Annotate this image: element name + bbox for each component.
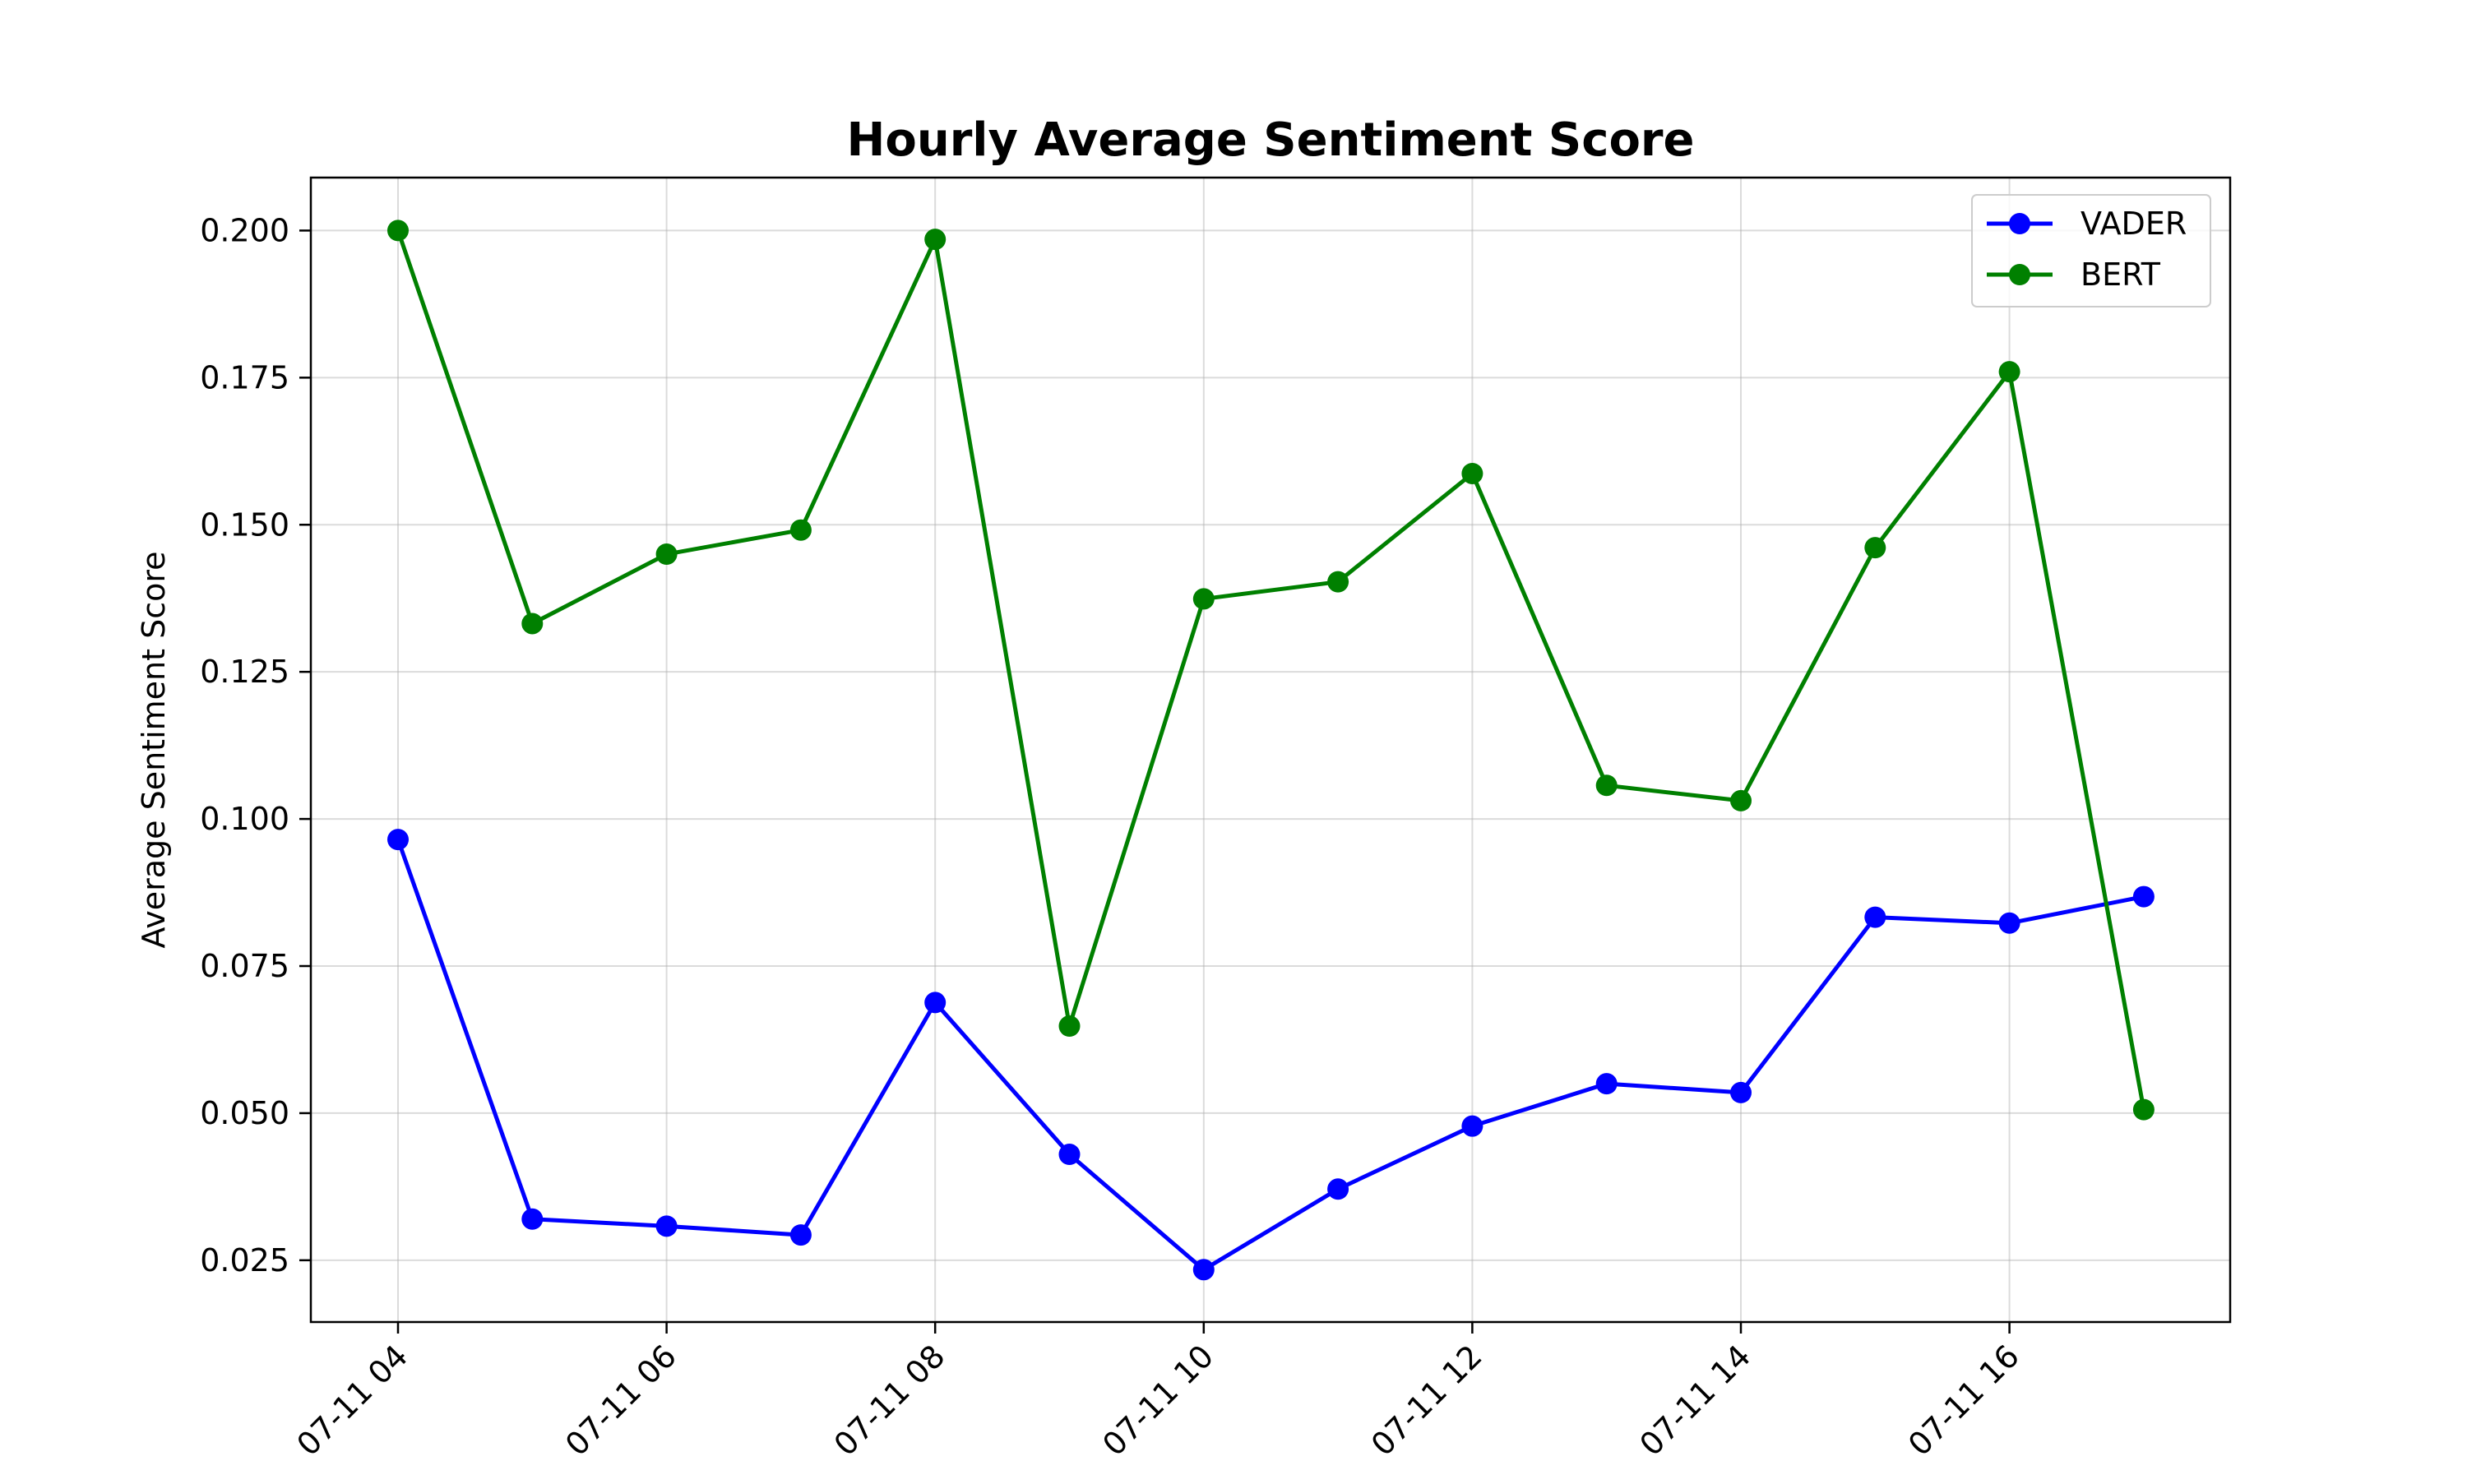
legend-bert-marker [2009, 264, 2030, 285]
series-bert-point [1192, 588, 1215, 610]
series-vader-point [1461, 1115, 1483, 1137]
series-bert-point [1461, 462, 1483, 484]
series-bert-point [387, 220, 409, 242]
series-bert-point [789, 519, 812, 541]
series-bert-point [1864, 537, 1886, 559]
plot-area-frame [309, 176, 2232, 1324]
y-tick-label: 0.150 [200, 506, 289, 543]
series-bert [387, 220, 2155, 1121]
series-vader [387, 829, 2155, 1281]
y-tick-label: 0.050 [200, 1095, 289, 1131]
series-bert-point [924, 229, 947, 251]
legend-bert-label: BERT [2081, 257, 2161, 293]
series-bert-point [2132, 1098, 2155, 1121]
y-tick-label: 0.075 [200, 948, 289, 984]
series-vader-point [1730, 1081, 1752, 1103]
series-bert-point [521, 613, 544, 635]
legend-vader-label: VADER [2081, 206, 2187, 242]
series-vader-point [1327, 1178, 1349, 1200]
series-vader-point [1058, 1144, 1081, 1166]
series-vader-point [655, 1215, 678, 1237]
series-bert-point [1730, 789, 1752, 811]
legend-vader-marker [2009, 213, 2030, 234]
series-bert-point [1058, 1015, 1081, 1038]
y-tick-label: 0.200 [200, 212, 289, 248]
series-bert-point [1998, 361, 2020, 383]
y-tick-label: 0.025 [200, 1242, 289, 1278]
series-vader-point [924, 992, 947, 1014]
y-tick-label: 0.175 [200, 359, 289, 395]
series-vader-point [789, 1224, 812, 1246]
series-vader-point [387, 829, 409, 851]
y-tick-label: 0.125 [200, 654, 289, 690]
y-axis-label: Average Sentiment Score [136, 551, 172, 948]
series-vader-point [1864, 906, 1886, 928]
series-vader-point [1595, 1073, 1618, 1095]
series-vader-point [1192, 1259, 1215, 1281]
legend: VADER BERT [1971, 194, 2211, 307]
series-vader-point [521, 1208, 544, 1230]
series-vader-point [1998, 912, 2020, 934]
series-bert-line [396, 229, 2146, 1111]
series-bert-point [1327, 571, 1349, 593]
series-bert-point [655, 543, 678, 566]
chart-title: Hourly Average Sentiment Score [846, 113, 1694, 167]
series-vader-point [2132, 885, 2155, 908]
y-tick-label: 0.100 [200, 801, 289, 837]
series-bert-point [1595, 774, 1618, 797]
series-vader-line [396, 839, 2145, 1272]
